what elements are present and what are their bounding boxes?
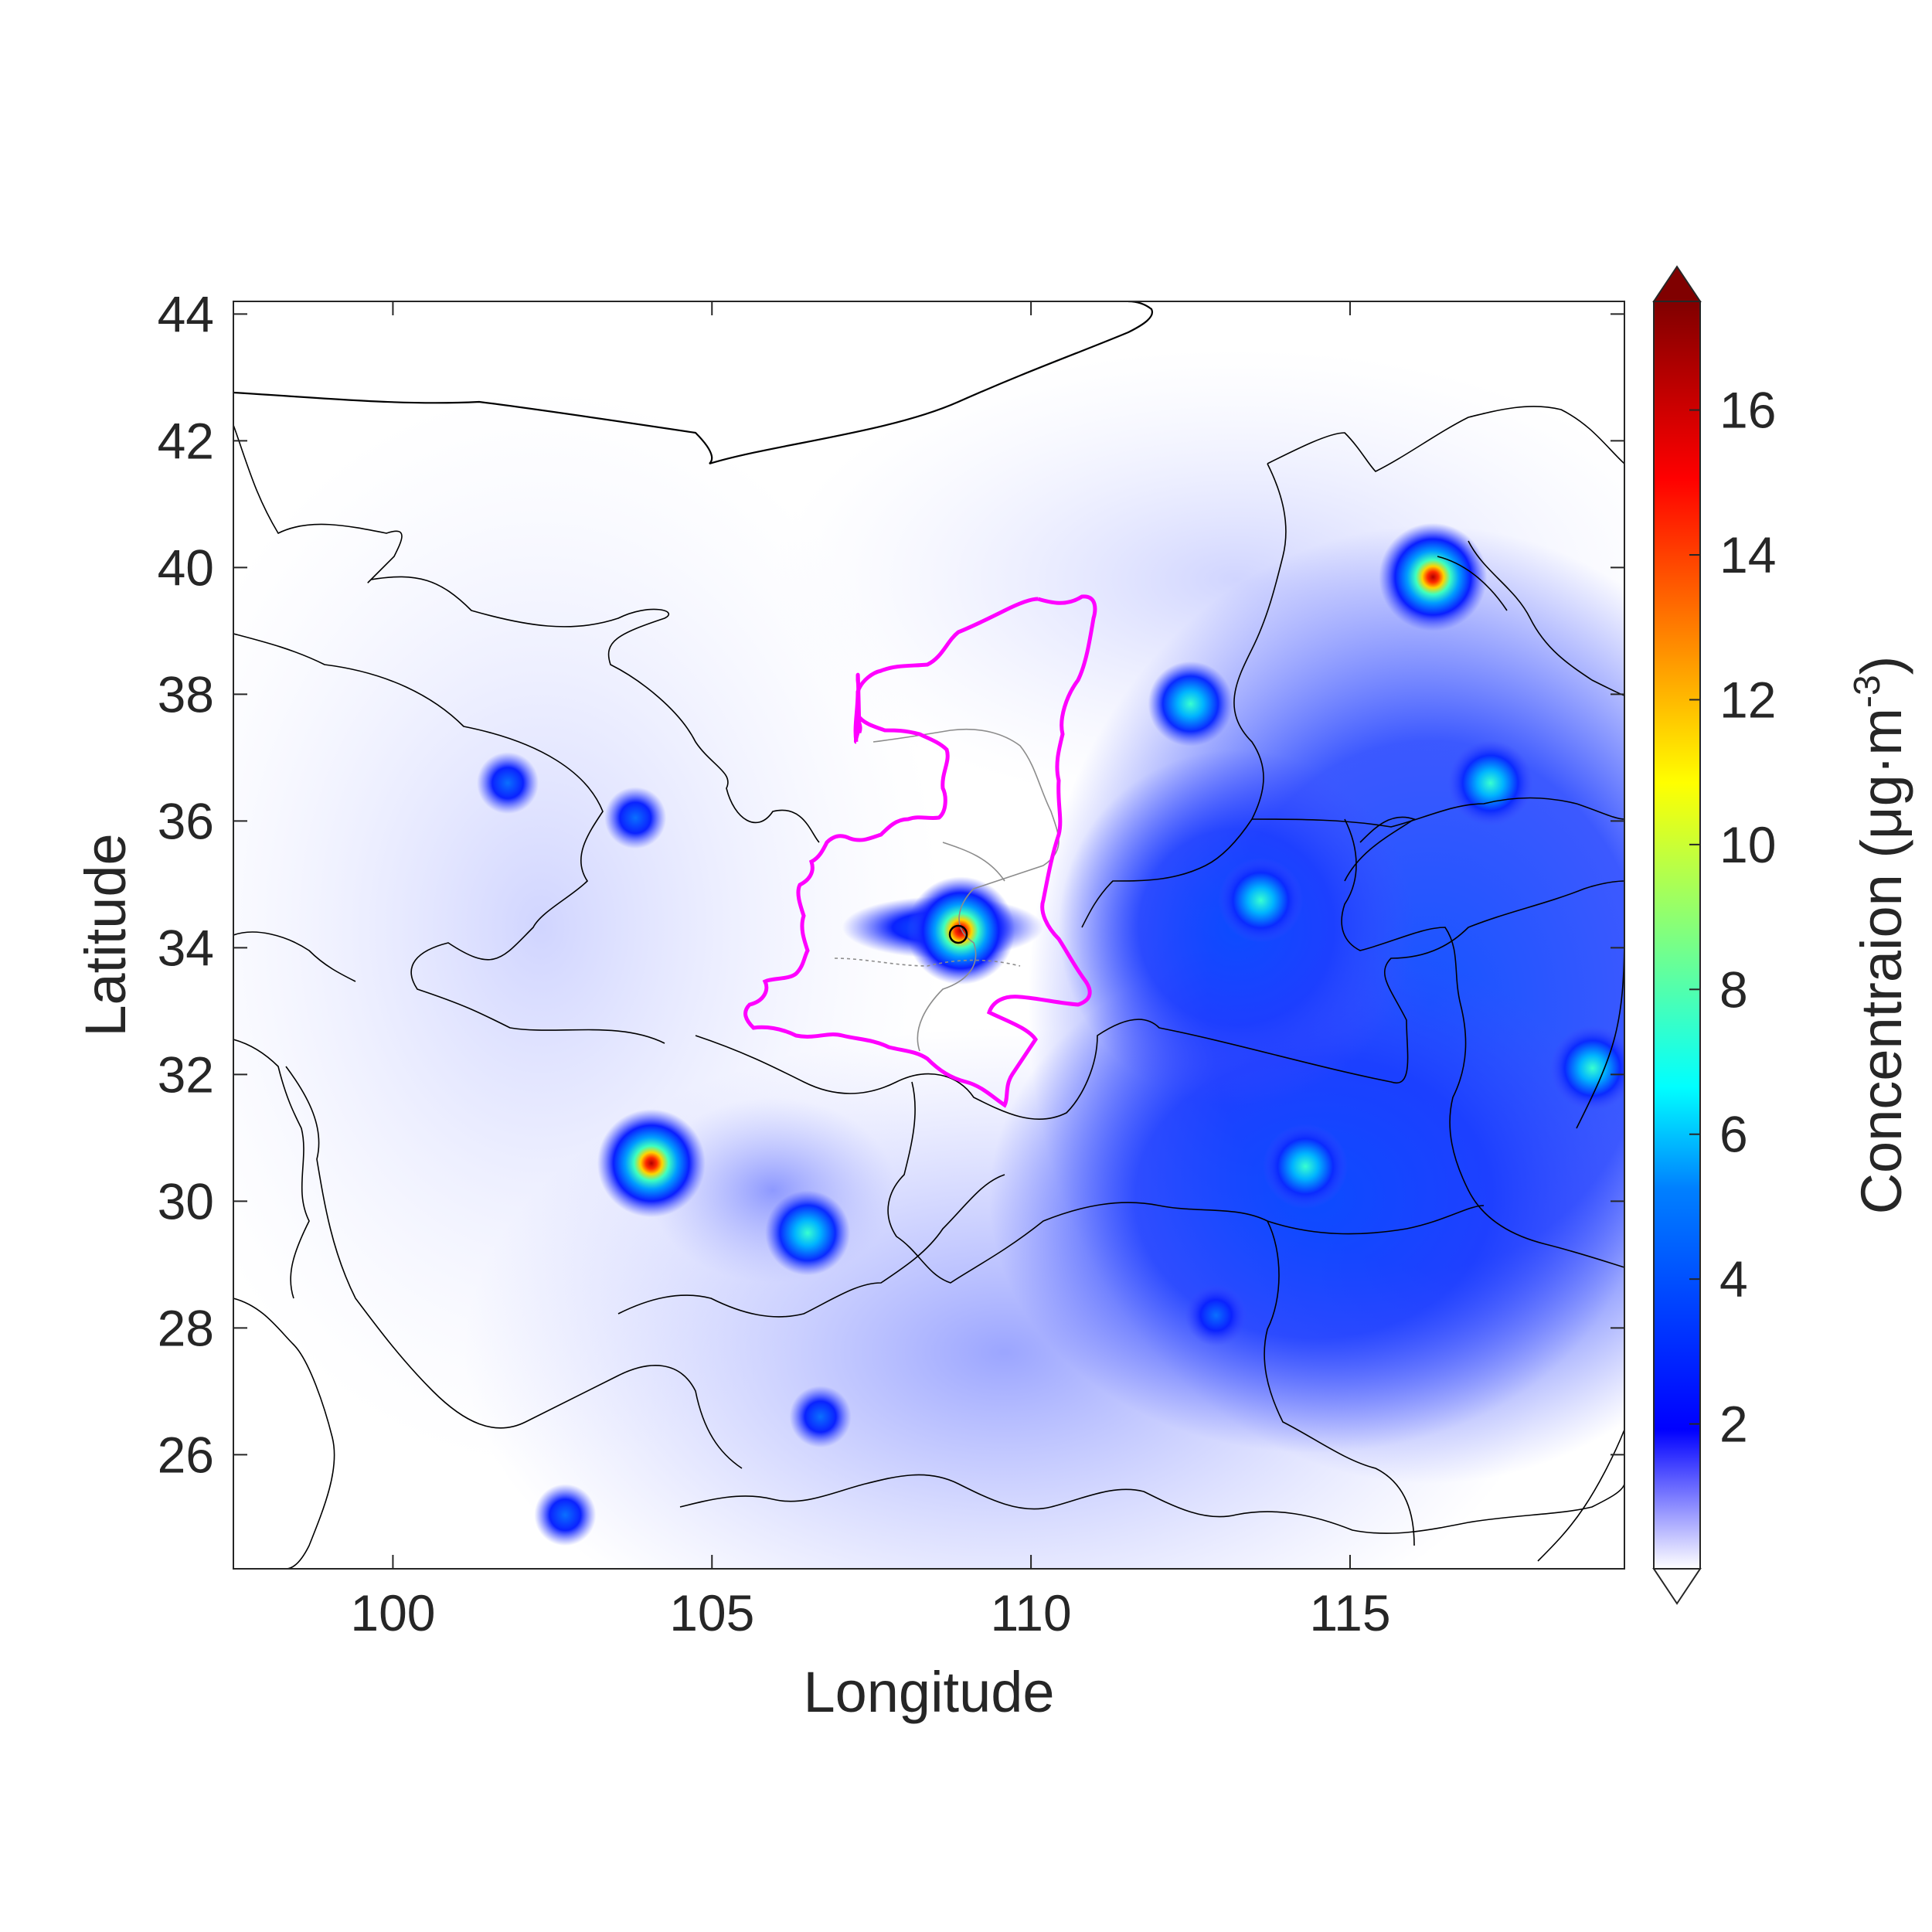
colorbar-tick-label: 12 — [1719, 671, 1776, 728]
hotspot — [534, 1484, 596, 1546]
colorbar-label-close: ) — [1849, 656, 1913, 675]
x-tick-label: 105 — [669, 1584, 754, 1641]
x-tick-label: 100 — [350, 1584, 435, 1641]
y-axis-label: Latitude — [73, 833, 138, 1036]
colorbar-extend-min — [1654, 1569, 1700, 1604]
hotspot — [477, 752, 539, 814]
y-tick-label: 26 — [158, 1426, 214, 1483]
y-tick-label: 42 — [158, 412, 214, 469]
colorbar-extend-max — [1654, 267, 1700, 301]
hotspot — [597, 1109, 706, 1217]
x-axis-label: Longitude — [803, 1660, 1054, 1724]
hotspot — [1218, 858, 1303, 943]
hotspot — [1379, 523, 1487, 631]
colorbar-tick-label: 14 — [1719, 526, 1776, 583]
y-tick-label: 44 — [158, 285, 214, 342]
colorbar-ticks: 2 4 6 8 10 12 14 16 — [1689, 382, 1776, 1453]
hotspot — [790, 1386, 852, 1447]
colorbar-tick-label: 16 — [1719, 382, 1776, 439]
y-tick-label: 28 — [158, 1299, 214, 1356]
hotspot — [1148, 662, 1233, 747]
y-tick-label: 38 — [158, 665, 214, 723]
colorbar-tick-label: 2 — [1719, 1396, 1748, 1453]
y-tick-label: 32 — [158, 1046, 214, 1103]
colorbar-gradient — [1654, 301, 1700, 1569]
hotspot — [1185, 1284, 1247, 1346]
y-tick-label: 30 — [158, 1172, 214, 1230]
x-tick-label: 110 — [990, 1584, 1071, 1641]
colorbar-label: Concentraion (μg·m-3) — [1847, 656, 1913, 1215]
hotspot — [765, 1190, 850, 1275]
y-tick-label: 40 — [158, 539, 214, 596]
colorbar: 2 4 6 8 10 12 14 16 Concentraion (μg·m-3) — [1654, 267, 1913, 1604]
hotspot — [906, 876, 1015, 985]
hotspot — [604, 787, 666, 849]
colorbar-tick-label: 8 — [1719, 961, 1748, 1018]
y-tick-label: 34 — [158, 919, 214, 976]
colorbar-tick-label: 10 — [1719, 816, 1776, 873]
colorbar-label-superscript: -3 — [1847, 675, 1888, 708]
x-tick-label: 115 — [1309, 1584, 1390, 1641]
colorbar-label-text: Concentraion (μg·m — [1849, 708, 1913, 1214]
colorbar-tick-label: 4 — [1719, 1250, 1748, 1308]
hotspot — [1550, 1026, 1635, 1111]
hotspot — [1263, 1124, 1348, 1209]
hotspot — [1448, 740, 1533, 825]
colorbar-tick-label: 6 — [1719, 1106, 1748, 1163]
y-tick-label: 36 — [158, 792, 214, 849]
